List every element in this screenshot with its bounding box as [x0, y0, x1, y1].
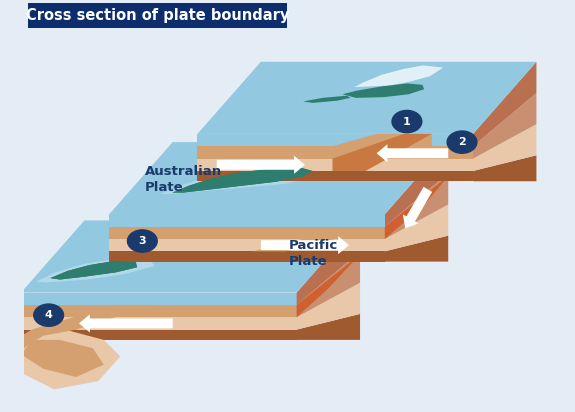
Polygon shape: [473, 93, 536, 159]
Polygon shape: [160, 165, 325, 194]
Polygon shape: [197, 171, 473, 181]
Text: Pacific
Plate: Pacific Plate: [289, 239, 338, 268]
Polygon shape: [473, 155, 536, 181]
Polygon shape: [21, 340, 104, 377]
Circle shape: [128, 230, 157, 252]
Text: 1: 1: [403, 117, 411, 126]
Polygon shape: [252, 214, 385, 227]
Polygon shape: [21, 220, 360, 293]
Polygon shape: [354, 66, 443, 87]
Polygon shape: [332, 134, 432, 171]
Polygon shape: [385, 176, 448, 239]
Polygon shape: [385, 236, 448, 262]
Polygon shape: [21, 330, 297, 340]
FancyBboxPatch shape: [28, 3, 287, 28]
Circle shape: [392, 110, 422, 133]
Polygon shape: [343, 84, 424, 98]
Polygon shape: [473, 62, 536, 146]
Polygon shape: [197, 62, 536, 134]
Polygon shape: [172, 167, 313, 193]
Text: Australian
Plate: Australian Plate: [145, 165, 222, 194]
Text: Cross section of plate boundary: Cross section of plate boundary: [25, 8, 289, 23]
Polygon shape: [197, 134, 473, 146]
Polygon shape: [0, 330, 120, 389]
Polygon shape: [21, 305, 297, 317]
Text: 2: 2: [458, 137, 466, 147]
Polygon shape: [297, 314, 360, 340]
Polygon shape: [50, 261, 137, 280]
Polygon shape: [473, 124, 536, 171]
Polygon shape: [197, 159, 473, 171]
Polygon shape: [332, 134, 432, 159]
Polygon shape: [32, 305, 154, 330]
Polygon shape: [385, 142, 448, 227]
Polygon shape: [297, 220, 360, 305]
Polygon shape: [303, 96, 350, 103]
Polygon shape: [385, 204, 448, 251]
Polygon shape: [109, 251, 385, 262]
Polygon shape: [109, 227, 385, 239]
Polygon shape: [109, 239, 385, 251]
Polygon shape: [172, 167, 313, 193]
Text: 3: 3: [139, 236, 146, 246]
Polygon shape: [109, 142, 449, 214]
Polygon shape: [21, 293, 297, 305]
Polygon shape: [252, 227, 385, 251]
Polygon shape: [197, 146, 473, 159]
Polygon shape: [21, 317, 297, 330]
Polygon shape: [385, 173, 448, 239]
Polygon shape: [297, 255, 360, 317]
Circle shape: [34, 304, 63, 326]
Polygon shape: [50, 261, 137, 280]
Polygon shape: [297, 252, 360, 317]
Polygon shape: [297, 283, 360, 330]
Polygon shape: [36, 259, 155, 283]
Polygon shape: [16, 317, 76, 356]
Polygon shape: [109, 214, 385, 227]
Circle shape: [447, 131, 477, 153]
Text: 4: 4: [45, 310, 52, 320]
